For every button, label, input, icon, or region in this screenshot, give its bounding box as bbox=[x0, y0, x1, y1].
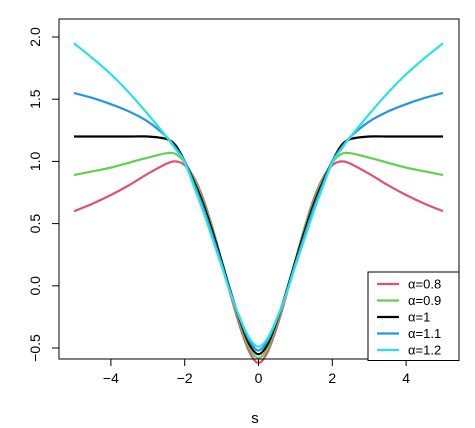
legend-label: α=1.1 bbox=[408, 326, 441, 341]
y-tick-label: 0.0 bbox=[27, 276, 43, 296]
legend-label: α=0.9 bbox=[408, 293, 441, 308]
x-tick-label: 4 bbox=[402, 370, 410, 386]
y-tick-label: 2.0 bbox=[27, 27, 43, 47]
legend-label: α=1 bbox=[408, 310, 430, 325]
y-axis: −0.5 0.0 0.5 1.0 1.5 2.0 bbox=[27, 27, 60, 362]
series-line-2 bbox=[73, 151, 444, 360]
legend-label: α=1.2 bbox=[408, 343, 441, 358]
x-tick-label: −4 bbox=[103, 370, 119, 386]
y-tick-label: 1.0 bbox=[27, 151, 43, 171]
x-tick-label: 0 bbox=[255, 370, 263, 386]
x-axis-label: s bbox=[251, 410, 259, 427]
x-tick-label: 2 bbox=[328, 370, 336, 386]
series-line-5 bbox=[73, 42, 444, 348]
x-axis: −4 −2 0 2 4 bbox=[103, 358, 410, 386]
series-layer bbox=[73, 42, 444, 365]
legend: α=0.8α=0.9 α=1α=1.1 α=1.2 bbox=[367, 271, 460, 361]
y-tick-label: 1.5 bbox=[27, 89, 43, 109]
legend-label: α=0.8 bbox=[408, 277, 441, 292]
y-tick-label: −0.5 bbox=[27, 334, 43, 362]
series-line-3 bbox=[73, 135, 443, 356]
y-tick-label: 0.5 bbox=[27, 214, 43, 234]
x-tick-label: −2 bbox=[177, 370, 193, 386]
